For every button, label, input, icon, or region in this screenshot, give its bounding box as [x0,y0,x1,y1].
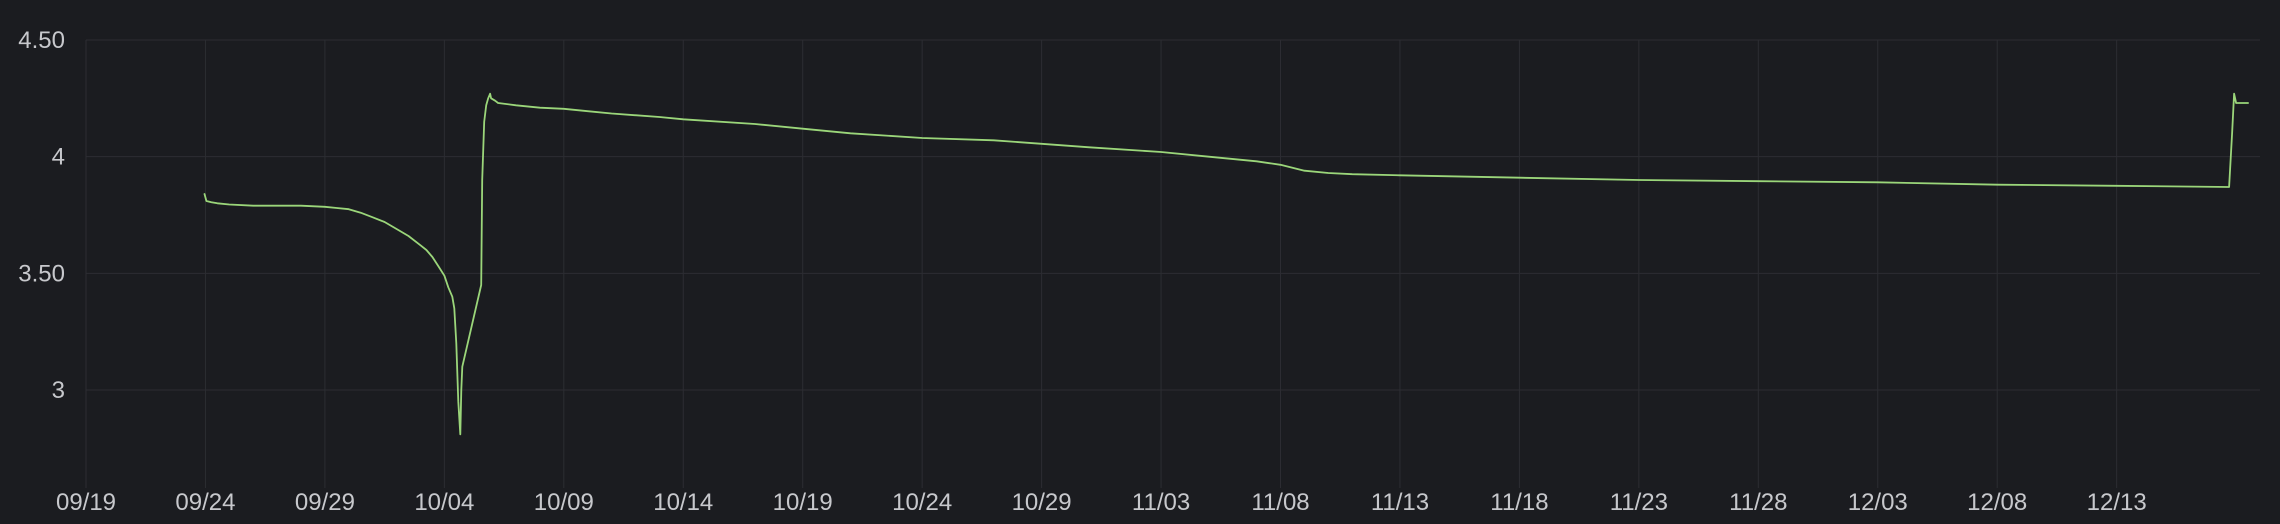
x-tick-label: 11/28 [1729,489,1787,516]
y-tick-label: 3 [52,377,65,404]
x-tick-label: 09/19 [56,489,116,516]
x-tick-label: 11/08 [1251,489,1309,516]
grid [85,39,2260,488]
y-tick-label: 4.50 [18,27,65,54]
x-tick-label: 10/29 [1012,489,1072,516]
x-tick-label: 11/18 [1490,489,1548,516]
y-axis: 4.50 4 3.50 3 [18,27,65,404]
x-tick-label: 11/23 [1610,489,1668,516]
x-tick-label: 12/13 [2087,489,2147,516]
x-tick-label: 10/19 [773,489,833,516]
series-line [203,92,2250,436]
x-tick-label: 11/03 [1132,489,1190,516]
x-tick-label: 10/04 [414,489,474,516]
series-layer [203,92,2250,436]
y-tick-label: 4 [52,144,65,171]
x-tick-label: 10/14 [653,489,713,516]
x-tick-label: 09/24 [175,489,235,516]
x-tick-label: 10/24 [892,489,952,516]
x-tick-label: 11/13 [1371,489,1429,516]
x-tick-label: 12/03 [1848,489,1908,516]
x-axis: 09/19 09/24 09/29 10/04 10/09 10/14 10/19 10/24… [56,489,2147,516]
x-tick-label: 12/08 [1967,489,2027,516]
y-tick-label: 3.50 [18,260,65,287]
x-tick-label: 10/09 [534,489,594,516]
x-tick-label: 09/29 [295,489,355,516]
